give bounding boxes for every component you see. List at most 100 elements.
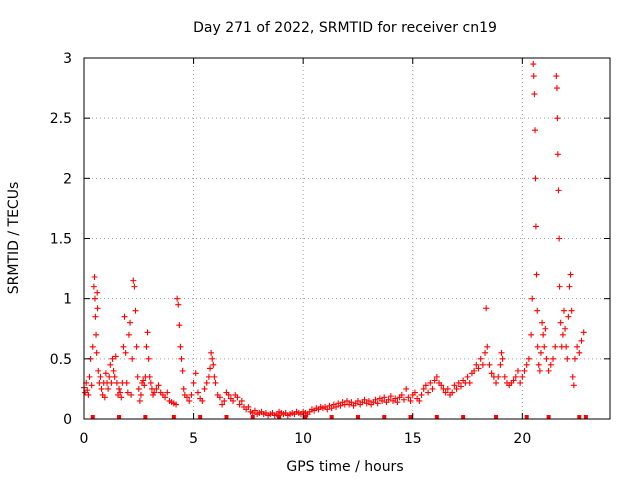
baseline-marker [408,415,413,419]
data-point [132,307,139,314]
data-point [547,361,554,368]
data-point [361,396,368,403]
data-point [379,397,386,404]
data-point [493,379,500,386]
data-point [566,283,573,290]
baseline-marker [434,415,439,419]
data-point [219,401,226,408]
data-point [109,355,116,362]
data-point [164,389,171,396]
data-point [190,379,197,386]
y-tick-label: 1 [63,292,72,308]
points-layer [81,61,587,419]
data-point [540,331,547,338]
baseline-marker [329,415,334,419]
data-point [495,373,502,380]
data-point [94,289,101,296]
data-point [543,355,550,362]
data-point [398,391,405,398]
data-point [123,379,130,386]
data-point [484,343,491,350]
data-point [442,389,449,396]
data-point [545,367,552,374]
data-point [230,397,237,404]
data-point [392,395,399,402]
data-point [477,355,484,362]
data-point [145,355,152,362]
data-point [420,385,427,392]
data-point [525,355,532,362]
baseline-marker [90,415,95,419]
x-tick-label: 10 [294,431,312,447]
data-point [365,397,372,404]
data-point [186,397,193,404]
data-point [85,391,92,398]
data-point [344,397,350,404]
data-point [91,274,98,281]
data-point [348,399,355,406]
data-point [387,393,394,400]
data-point [531,91,538,98]
y-tick-label: 0 [63,412,72,428]
data-point [111,373,118,380]
data-point [133,343,140,350]
data-point [510,377,517,384]
baseline-marker [524,415,529,419]
data-point [418,391,425,398]
data-point [121,313,128,320]
baseline-marker [224,415,229,419]
data-point [333,403,340,410]
data-point [88,382,95,389]
data-point [201,385,208,392]
data-point [177,343,184,350]
data-point [535,361,542,368]
baseline-marker [577,415,582,419]
y-tick-label: 2.5 [50,111,72,127]
data-point [210,361,217,368]
data-point [521,367,528,374]
data-point [528,331,535,338]
data-point [553,73,560,80]
data-point [564,355,571,362]
data-point [211,373,218,380]
data-point [501,373,508,380]
data-point [532,223,539,230]
data-point [563,343,570,350]
data-point [234,394,241,401]
data-point [553,85,560,92]
data-point [221,397,228,404]
data-point [155,382,162,389]
data-point [140,377,147,384]
chart-title: Day 271 of 2022, SRMTID for receiver cn1… [193,20,497,36]
data-point [542,325,549,332]
baseline-marker [250,415,255,419]
data-point [530,73,537,80]
baseline-marker [143,415,148,419]
data-point [212,379,219,386]
baseline-marker [117,415,122,419]
data-point [385,396,392,403]
data-point [453,385,460,392]
data-point [209,355,216,362]
y-tick-label: 0.5 [50,352,72,368]
data-point [499,355,506,362]
data-point [416,397,423,404]
y-axis-title: SRMTID / TECUs [6,182,22,295]
data-point [431,377,438,384]
x-tick-label: 15 [404,431,422,447]
data-point [554,151,561,158]
data-point [102,370,109,377]
data-point [374,400,381,407]
data-point [550,355,557,362]
data-point [394,399,401,406]
data-point [122,349,129,356]
data-point [562,325,569,332]
data-point [143,343,150,350]
data-point [486,361,493,368]
data-point [194,389,201,396]
data-point [578,337,585,344]
data-point [411,389,418,396]
data-point [136,397,143,404]
data-point [89,343,96,350]
data-point [180,385,187,392]
